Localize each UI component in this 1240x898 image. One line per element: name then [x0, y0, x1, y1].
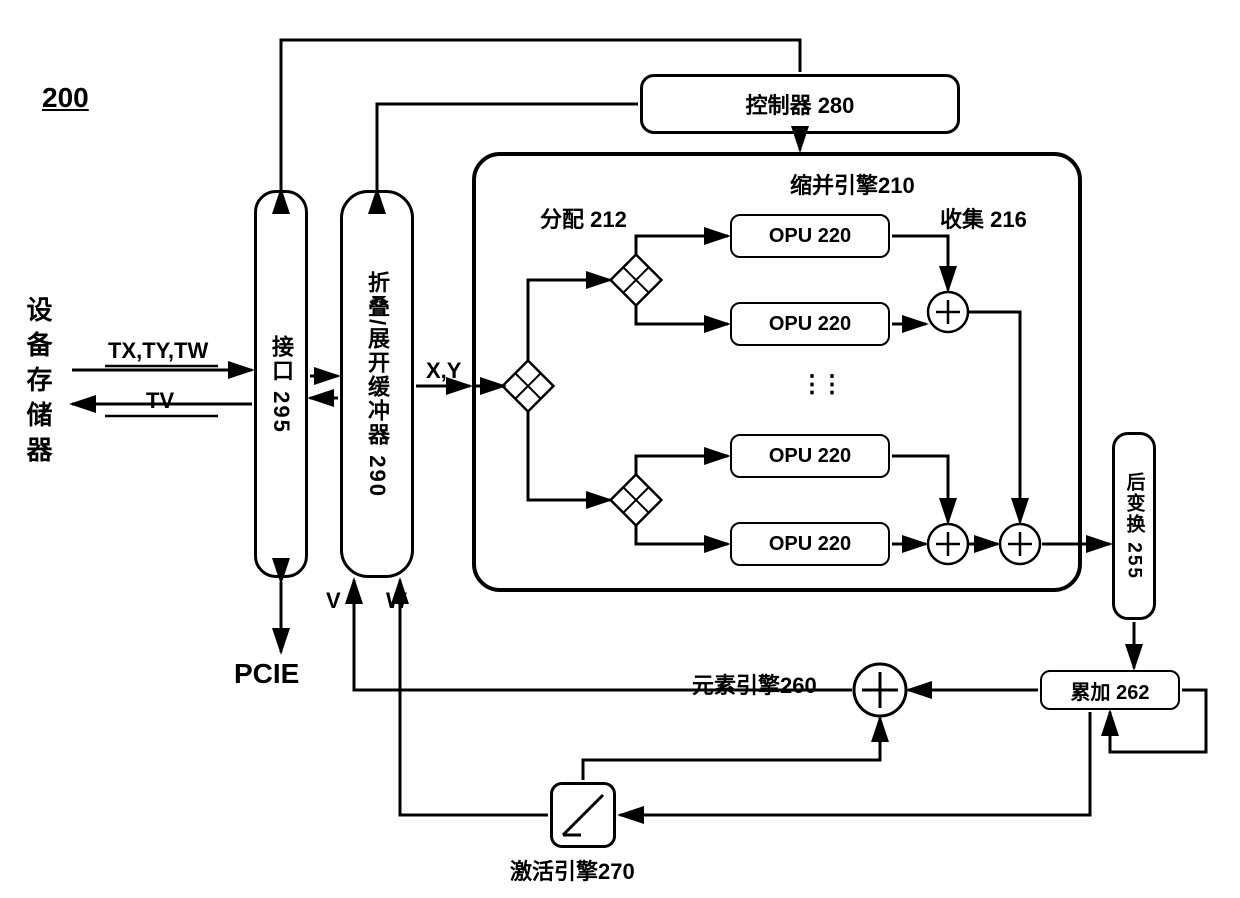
- opu-4: OPU 220: [730, 522, 890, 566]
- post-transform-block: 后变换 255: [1112, 432, 1156, 620]
- ellipsis-dots-2: ⋮: [820, 370, 848, 399]
- controller-text: 控制器 280: [746, 88, 855, 120]
- collect-label: 收集 216: [940, 202, 1027, 234]
- signal-txtytw: TX,TY,TW: [108, 338, 208, 364]
- signal-tv: TV: [146, 388, 174, 414]
- opu-3: OPU 220: [730, 434, 890, 478]
- opu-1: OPU 220: [730, 214, 890, 258]
- fold-buffer-block: 折叠/展开缓冲器 290: [340, 190, 414, 578]
- pcie-label: PCIE: [234, 658, 299, 690]
- signal-v: V: [326, 588, 341, 614]
- interface-block: 接口 295: [254, 190, 308, 578]
- controller-block: 控制器 280: [640, 74, 960, 134]
- opu-2-text: OPU 220: [769, 313, 851, 336]
- activation-engine-label: 激活引擎270: [510, 854, 635, 886]
- opu-3-text: OPU 220: [769, 445, 851, 468]
- diagram-id: 200: [42, 82, 89, 114]
- contraction-engine-label: 缩并引擎210: [790, 168, 915, 200]
- fold-buffer-text: 折叠/展开缓冲器 290: [361, 271, 393, 498]
- activation-symbol: [550, 782, 616, 848]
- post-transform-text: 后变换 255: [1121, 472, 1148, 580]
- opu-1-text: OPU 220: [769, 225, 851, 248]
- element-engine-label: 元素引擎260: [692, 668, 817, 700]
- signal-xy: X,Y: [426, 358, 461, 384]
- accumulate-text: 累加 262: [1071, 676, 1150, 705]
- distribute-label: 分配 212: [540, 202, 627, 234]
- accumulate-block: 累加 262: [1040, 670, 1180, 710]
- device-memory-label: 设备存储器: [20, 296, 57, 471]
- interface-text: 接口 295: [265, 335, 297, 434]
- opu-4-text: OPU 220: [769, 533, 851, 556]
- opu-2: OPU 220: [730, 302, 890, 346]
- element-engine-adder: [854, 664, 906, 716]
- signal-w: W: [386, 588, 407, 614]
